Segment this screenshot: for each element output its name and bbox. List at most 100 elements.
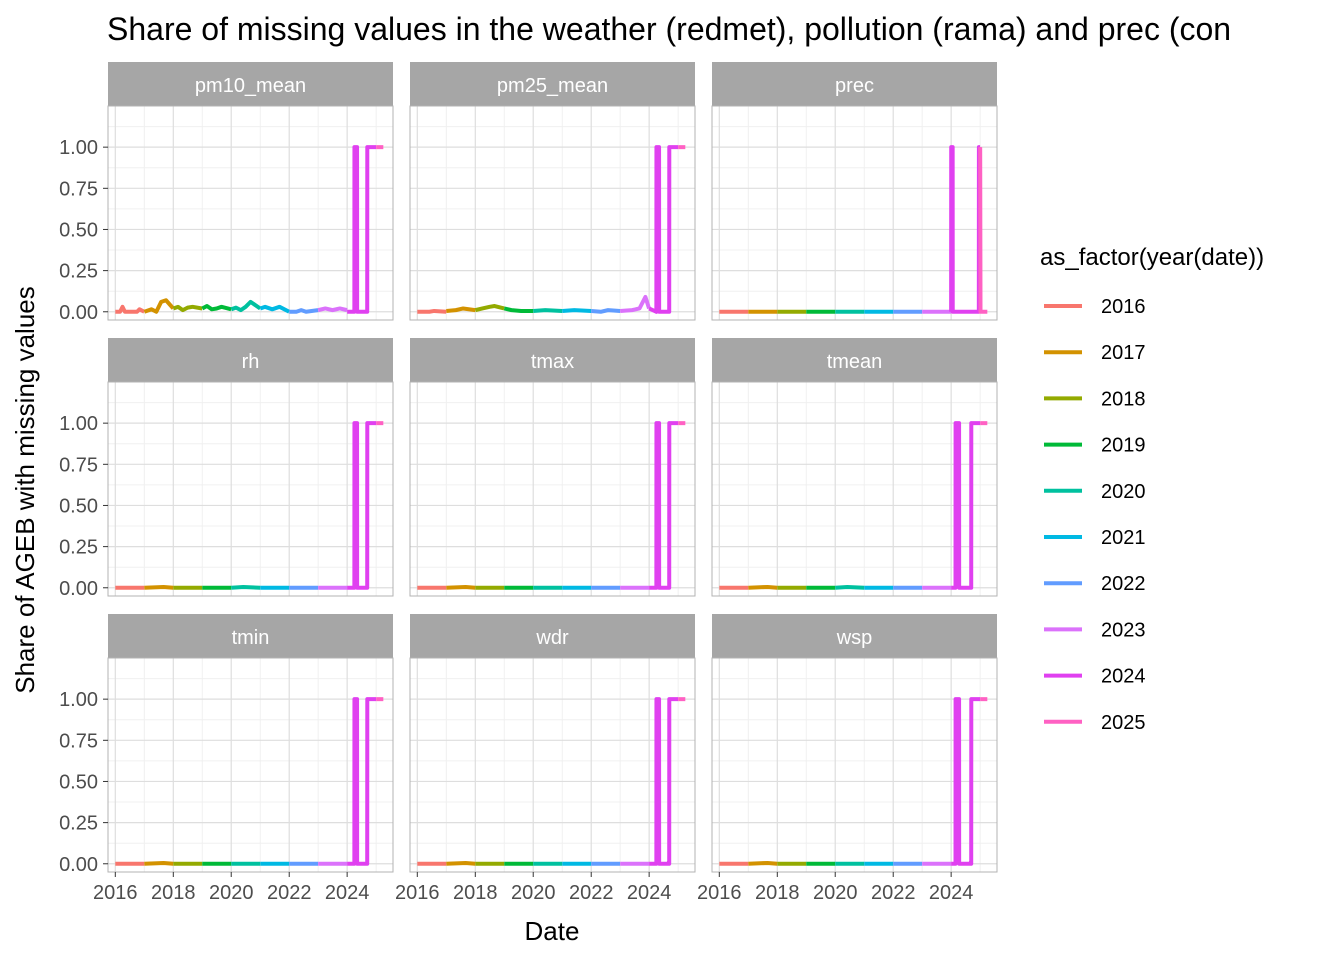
x-tick-label: 2024	[325, 882, 370, 904]
y-tick-label: 0.00	[59, 854, 98, 876]
panel-plot-area	[108, 382, 393, 596]
panel-strip-label: tmean	[827, 351, 883, 373]
legend-item-2025: 2025	[1044, 712, 1146, 734]
legend-item-2020: 2020	[1044, 481, 1146, 503]
panel-plot-area	[108, 658, 393, 872]
panel-tmax: tmax	[409, 338, 696, 597]
legend-label: 2019	[1101, 435, 1146, 457]
series-line-2020	[231, 584, 261, 590]
legend-label: 2016	[1101, 296, 1146, 318]
legend-label: 2020	[1101, 481, 1146, 503]
series-line-2017	[446, 306, 476, 313]
panel-rh: rh 0.00 0.25 0.50 0.75 1.00	[59, 338, 394, 600]
y-tick-label: 0.50	[59, 495, 98, 517]
series-line-2025	[978, 147, 988, 314]
series-line-2017	[748, 584, 778, 590]
legend-item-2018: 2018	[1044, 388, 1146, 410]
x-tick-label: 2024	[929, 882, 974, 904]
x-tick-label: 2020	[209, 882, 254, 904]
series-line-2024	[347, 145, 377, 314]
panel-pm10_mean: pm10_mean 0.00 0.25 0.50 0.75 1.00	[59, 62, 394, 324]
panel-plot-area	[712, 658, 997, 872]
panel-border	[711, 105, 998, 321]
y-tick-label: 0.75	[59, 730, 98, 752]
y-tick-label: 0.00	[59, 578, 98, 600]
series-line-2024	[951, 697, 981, 866]
legend-label: 2018	[1101, 388, 1146, 410]
series-line-2024	[949, 145, 981, 314]
series-line-2024	[649, 697, 679, 866]
series-line-2020	[533, 308, 563, 313]
series-line-2017	[143, 298, 175, 314]
y-tick-label: 1.00	[59, 413, 98, 435]
series-line-2024	[648, 145, 679, 314]
series-line-2023	[317, 306, 348, 313]
series-line-2016	[115, 304, 146, 314]
panel-grid	[410, 106, 695, 320]
series-line-2020	[230, 299, 262, 313]
panel-prec: prec	[711, 62, 998, 321]
legend-item-2023: 2023	[1044, 619, 1146, 641]
legend: 2016 2017 2018 2019 2020 2021 2022 2023 2024 2025	[1044, 296, 1146, 734]
series-line-2024	[347, 697, 377, 866]
series-line-2019	[201, 304, 232, 312]
series-line-2017	[446, 860, 476, 866]
series-line-2022	[289, 308, 319, 314]
y-tick-label: 0.00	[59, 302, 98, 324]
x-tick-label: 2016	[697, 882, 742, 904]
series-line-2021	[259, 304, 291, 314]
x-tick-label: 2016	[395, 882, 440, 904]
panel-border	[711, 381, 998, 597]
panel-plot-area	[410, 106, 695, 320]
panel-grid	[108, 382, 393, 596]
x-tick-label: 2022	[267, 882, 312, 904]
panel-strip	[712, 62, 997, 106]
panel-strip-label: prec	[835, 75, 874, 97]
panel-plot-area	[410, 382, 695, 596]
panel-border	[711, 657, 998, 873]
panel-plot-area	[108, 106, 393, 320]
legend-label: 2024	[1101, 666, 1146, 688]
x-tick-label: 2018	[755, 882, 800, 904]
panels: pm10_mean 0.00 0.25 0.50 0.75 1.00 pm25_mean pr…	[59, 62, 998, 904]
legend-item-2016: 2016	[1044, 296, 1146, 318]
x-tick-label: 2022	[871, 882, 916, 904]
series-line-2021	[562, 308, 592, 313]
legend-label: 2023	[1101, 619, 1146, 641]
series-line-2024	[649, 421, 679, 590]
legend-item-2021: 2021	[1044, 527, 1146, 549]
legend-label: 2025	[1101, 712, 1146, 734]
panel-strip	[108, 62, 393, 106]
series-line-2018	[474, 304, 505, 313]
panel-strip	[712, 338, 997, 382]
series-line-2024	[951, 421, 981, 590]
panel-border	[409, 105, 696, 321]
legend-label: 2017	[1101, 342, 1146, 364]
panel-wsp: wsp 2016 2018 2020 2022 2024	[697, 614, 998, 904]
series-line-2017	[144, 860, 174, 866]
panel-grid	[108, 106, 393, 320]
panel-strip	[410, 614, 695, 658]
legend-title: as_factor(year(date))	[1040, 244, 1264, 271]
y-tick-label: 0.25	[59, 261, 98, 283]
panel-strip	[108, 338, 393, 382]
panel-tmin: tmin 0.00 0.25 0.50 0.75 1.00 2016 2018 2020 2022…	[59, 614, 394, 904]
series-line-2016	[417, 308, 447, 314]
x-tick-label: 2024	[627, 882, 672, 904]
x-tick-label: 2018	[151, 882, 196, 904]
panel-grid	[108, 658, 393, 872]
series-line-2017	[446, 584, 476, 590]
panel-strip	[410, 62, 695, 106]
series-line-2019	[503, 306, 534, 313]
y-tick-label: 0.75	[59, 178, 98, 200]
x-axis-title: Date	[525, 916, 580, 946]
x-tick-label: 2022	[569, 882, 614, 904]
x-tick-label: 2020	[511, 882, 556, 904]
legend-item-2022: 2022	[1044, 573, 1146, 595]
panel-wdr: wdr 2016 2018 2020 2022 2024	[395, 614, 696, 904]
panel-strip-label: pm10_mean	[195, 75, 306, 97]
panel-tmean: tmean	[711, 338, 998, 597]
y-tick-label: 1.00	[59, 137, 98, 159]
y-tick-label: 0.25	[59, 537, 98, 559]
x-tick-label: 2020	[813, 882, 858, 904]
